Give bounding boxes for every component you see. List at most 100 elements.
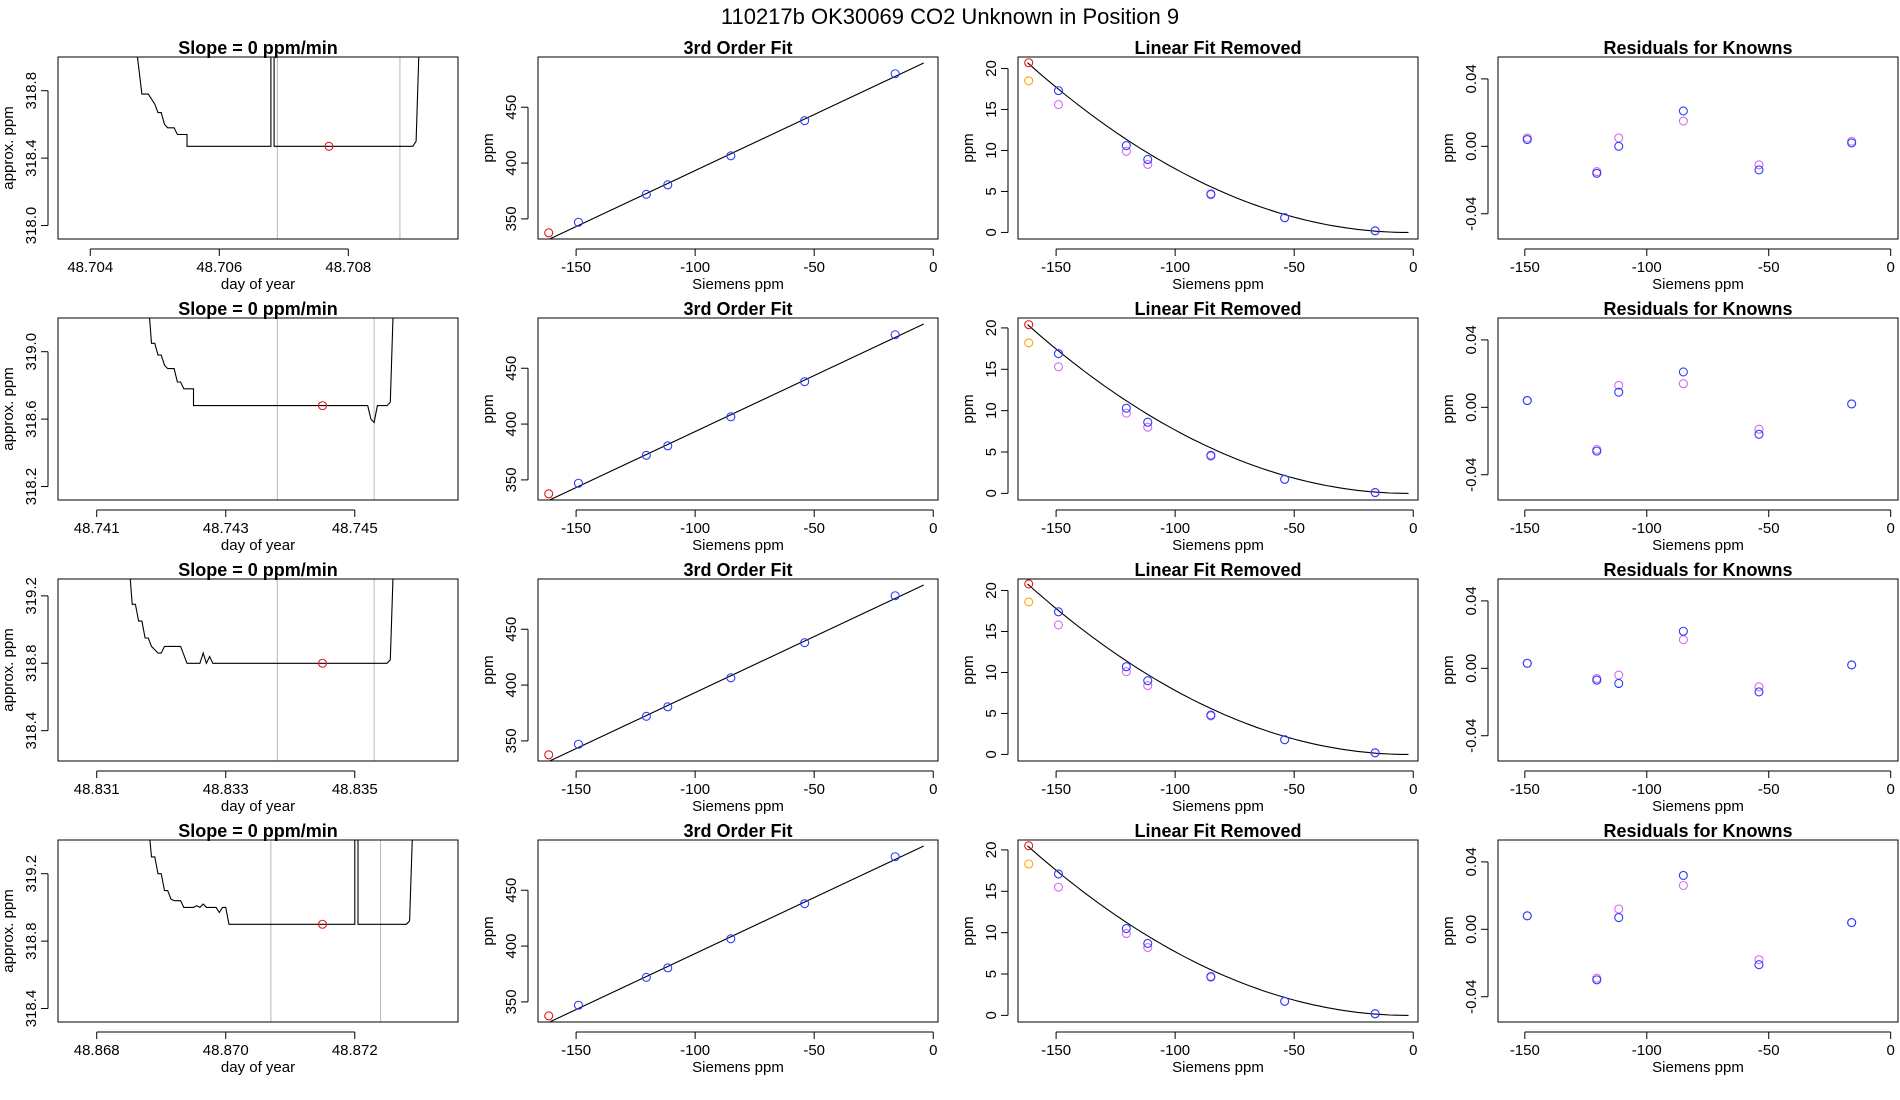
x-tick-label: -150 — [1510, 1042, 1540, 1059]
y-tick-label: -0.04 — [1463, 458, 1480, 492]
residual-point-alt — [1614, 670, 1624, 680]
x-tick-label: 48.831 — [74, 781, 120, 798]
known-point-alt — [1121, 408, 1131, 418]
x-tick-label: -100 — [680, 259, 710, 276]
y-tick-label: 0.00 — [1463, 654, 1480, 683]
y-tick-label: 10 — [983, 402, 1000, 419]
known-point — [1370, 1009, 1380, 1019]
panel-title: Linear Fit Removed — [1134, 560, 1301, 580]
y-tick-label: -0.04 — [1463, 980, 1480, 1014]
residual-point — [1847, 660, 1857, 670]
linear-panel-row-4: Linear Fit Removed -150 -100 -50 0 Siemens pp… — [960, 821, 1419, 1076]
resid-panel-row-4: Residuals for Knowns -150 -100 -50 0 Siemens … — [1440, 821, 1899, 1076]
residual-point — [1678, 626, 1688, 636]
y-tick-label: 5 — [983, 187, 1000, 195]
known-point — [1143, 676, 1153, 686]
plot-area — [1522, 367, 1857, 456]
x-tick-label: 48.706 — [196, 259, 242, 276]
residual-point — [1847, 399, 1857, 409]
known-standard-point — [573, 478, 584, 488]
x-tick-label: 48.835 — [332, 781, 378, 798]
y-tick-label: 0.04 — [1463, 847, 1480, 876]
x-tick-label: -150 — [1041, 781, 1071, 798]
y-axis-title: ppm — [480, 655, 497, 684]
x-axis-title: Siemens ppm — [692, 798, 784, 815]
x-tick-label: -100 — [1160, 520, 1190, 537]
y-axis-title: ppm — [1440, 133, 1457, 162]
fit-curve — [548, 584, 924, 761]
y-tick-label: 5 — [983, 970, 1000, 978]
known-standard-point — [641, 189, 651, 199]
known-point — [1206, 710, 1216, 720]
plot-frame — [1017, 56, 1419, 240]
x-tick-label: 48.870 — [203, 1042, 249, 1059]
fit-panel-row-3: 3rd Order Fit -150 -100 -50 0 Siemens ppm 350 4… — [480, 560, 939, 815]
y-tick-label: 400 — [503, 412, 520, 437]
x-axis-title: Siemens ppm — [1172, 276, 1264, 293]
y-axis-title: ppm — [960, 655, 977, 684]
x-tick-label: 48.745 — [332, 520, 378, 537]
known-point — [1206, 971, 1216, 982]
known-standard-point — [663, 963, 673, 973]
plot-frame — [1017, 578, 1419, 762]
plot-grid: Slope = 0 ppm/min 48.704 48.706 48.708 day o… — [0, 38, 1899, 1076]
plot-area — [149, 318, 394, 500]
known-standard-point — [726, 934, 736, 944]
y-tick-label: 318.8 — [23, 922, 40, 960]
y-tick-label: 318.4 — [23, 712, 40, 750]
unknown-point — [1024, 579, 1034, 589]
known-point — [1143, 154, 1153, 165]
y-tick-label: 350 — [503, 728, 520, 753]
known-standard-point — [890, 330, 900, 340]
y-tick-label: 318.0 — [23, 207, 40, 245]
plot-frame — [537, 839, 939, 1023]
plot-area — [544, 323, 924, 500]
x-tick-label: 48.741 — [74, 520, 120, 537]
known-point — [1143, 938, 1153, 948]
y-axis-title: approx. ppm — [0, 367, 17, 450]
residual-point-alt — [1678, 635, 1688, 645]
residual-point — [1614, 912, 1624, 923]
x-tick-label: 0 — [929, 781, 937, 798]
plot-area — [1024, 58, 1409, 236]
known-standard-point — [641, 972, 651, 982]
unknown-point-alt — [1024, 338, 1034, 348]
residual-point — [1614, 678, 1624, 689]
y-axis-title: ppm — [480, 133, 497, 162]
linear-panel-row-3: Linear Fit Removed -150 -100 -50 0 Siemens pp… — [960, 560, 1419, 815]
y-tick-label: 450 — [503, 95, 520, 120]
known-point-alt — [1053, 620, 1064, 630]
plot-area — [1024, 841, 1409, 1019]
known-point — [1053, 869, 1064, 879]
known-standard-point — [641, 711, 651, 721]
x-tick-label: 48.743 — [203, 520, 249, 537]
x-tick-label: -150 — [561, 1042, 591, 1059]
y-tick-label: -0.04 — [1463, 719, 1480, 753]
known-standard-point — [573, 1000, 584, 1010]
known-standard-point — [663, 702, 673, 712]
y-tick-label: -0.04 — [1463, 197, 1480, 231]
plot-area — [149, 840, 413, 1022]
y-tick-label: 15 — [983, 101, 1000, 118]
concentration-trace — [149, 840, 413, 925]
fit-curve — [548, 62, 924, 239]
panel-title: Residuals for Knowns — [1603, 821, 1792, 841]
y-axis-title: ppm — [960, 133, 977, 162]
panel-title: Slope = 0 ppm/min — [178, 821, 338, 841]
y-axis-title: approx. ppm — [0, 889, 17, 972]
known-point-alt — [1143, 942, 1153, 953]
known-standard-point — [726, 151, 736, 161]
panel-title: Slope = 0 ppm/min — [178, 299, 338, 319]
unknown-point-alt — [1024, 597, 1034, 607]
known-point-alt — [1143, 681, 1153, 691]
x-tick-label: -100 — [1160, 1042, 1190, 1059]
known-point — [1053, 349, 1064, 359]
x-tick-label: -50 — [1758, 1042, 1780, 1059]
fit-panel-row-4: 3rd Order Fit -150 -100 -50 0 Siemens ppm 350 4… — [480, 821, 939, 1076]
x-axis-title: Siemens ppm — [1652, 798, 1744, 815]
residual-point — [1754, 429, 1764, 439]
residual-point — [1754, 165, 1764, 175]
fit-panel-row-2: 3rd Order Fit -150 -100 -50 0 Siemens ppm 350 4… — [480, 299, 939, 554]
residual-point-alt — [1754, 160, 1764, 170]
residual-point-alt — [1678, 116, 1688, 126]
